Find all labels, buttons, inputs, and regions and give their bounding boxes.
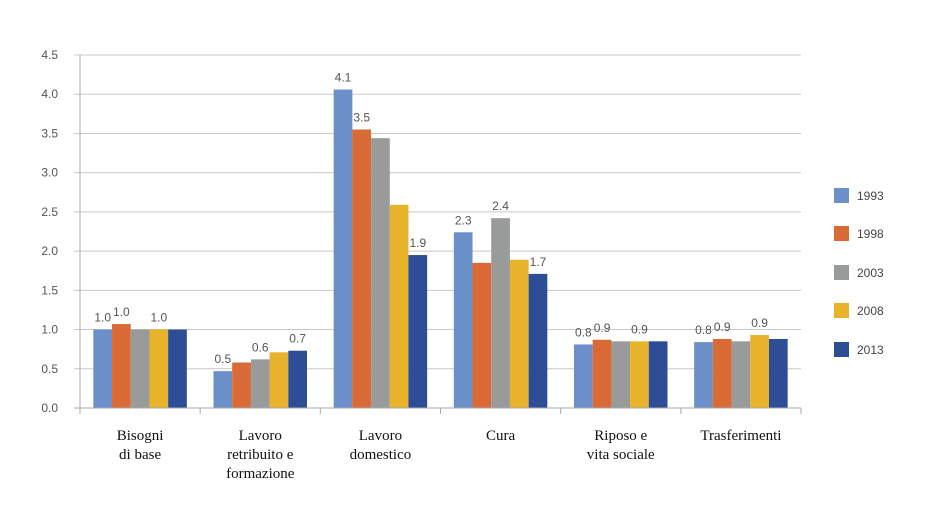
bar-2013: [648, 341, 668, 408]
data-labels: 1.0 1.0 1.00.50.60.74.13.51.92.32.41.70.8 0…: [94, 71, 768, 367]
category-label-line: Trasferimenti: [700, 428, 781, 444]
bar-1998: [352, 129, 372, 408]
category-label-line: domestico: [350, 447, 412, 463]
legend-swatch: [834, 226, 849, 241]
bar-1998: [112, 324, 131, 408]
category-label-line: di base: [119, 447, 161, 463]
bar-2008: [389, 204, 409, 408]
y-tick-label: 0.0: [41, 401, 58, 415]
bar-2003: [250, 359, 270, 408]
legend-item: 2003: [834, 265, 884, 280]
category-label: Bisogni di base: [117, 428, 164, 463]
data-label: 1.0: [150, 311, 167, 325]
category-label: Cura: [486, 428, 516, 444]
bar-1993: [333, 89, 353, 408]
y-tick-label: 0.5: [41, 362, 58, 376]
data-label: 1.9: [409, 236, 426, 250]
gridlines: [74, 54, 801, 370]
data-label: 1.0: [113, 305, 130, 319]
data-label: 0.9: [714, 320, 731, 334]
data-label: 0.8: [695, 323, 712, 337]
bar-2013: [528, 273, 548, 408]
data-label: 0.8: [575, 325, 592, 339]
category-label: Trasferimenti: [700, 428, 781, 444]
bar-1993: [694, 342, 713, 408]
bar-2003: [491, 218, 510, 408]
axes: [74, 55, 802, 414]
category-label-line: Lavoro: [359, 428, 402, 444]
y-tick-label: 1.5: [41, 283, 58, 297]
bars: [93, 89, 788, 408]
legend-swatch: [834, 188, 849, 203]
y-tick-label: 3.0: [41, 166, 58, 180]
bar-2008: [269, 352, 289, 408]
category-label-line: Cura: [486, 428, 516, 444]
data-label: 4.1: [335, 71, 352, 85]
category-label-line: vita sociale: [587, 447, 655, 463]
legend-swatch: [834, 265, 849, 280]
bar-1998: [592, 339, 612, 408]
legend-label: 2008: [857, 304, 884, 318]
bar-2003: [130, 329, 150, 408]
bar-1998: [712, 338, 732, 408]
data-label: 3.5: [353, 111, 370, 125]
legend-item: 2008: [834, 303, 884, 318]
y-axis-ticks: 0.0 0.5 1.0 1.5 2.0 2.5 3.0 3.5 4.0 4.5: [41, 48, 58, 415]
legend: 1993 1998 2003 2008 2013: [834, 188, 884, 357]
data-label: 0.7: [289, 332, 306, 346]
data-label: 2.4: [492, 199, 509, 213]
bar-1998: [472, 262, 492, 408]
legend-item: 1998: [834, 226, 884, 241]
legend-swatch: [834, 342, 849, 357]
legend-item: 1993: [834, 188, 884, 203]
bar-2008: [630, 341, 649, 408]
category-label: Lavoro retribuito e formazione: [226, 428, 295, 482]
legend-swatch: [834, 303, 849, 318]
bar-1993: [453, 232, 473, 408]
data-label: 0.9: [751, 316, 768, 330]
bar-1993: [574, 344, 593, 408]
bar-1993: [93, 329, 113, 408]
data-label: 0.9: [594, 321, 611, 335]
bar-2008: [750, 335, 769, 408]
legend-item: 2013: [834, 342, 884, 357]
bar-1998: [232, 362, 251, 408]
bar-2003: [371, 138, 390, 408]
legend-label: 1993: [857, 189, 884, 203]
bar-2013: [768, 338, 788, 408]
x-axis-categories: Bisogni di base Lavoro retribuito e formazio…: [117, 428, 782, 482]
bar-2008: [149, 329, 169, 408]
category-label-line: Bisogni: [117, 428, 164, 444]
category-label-line: Riposo e: [594, 428, 647, 444]
category-label-line: Lavoro: [239, 428, 282, 444]
data-label: 0.9: [631, 322, 648, 336]
category-label-line: formazione: [226, 466, 295, 482]
category-label-line: retribuito e: [227, 447, 294, 463]
category-label: Lavoro domestico: [350, 428, 412, 463]
bar-2013: [288, 350, 307, 408]
data-label: 2.3: [455, 213, 472, 227]
bar-1993: [213, 371, 233, 408]
y-tick-label: 2.0: [41, 244, 58, 258]
data-label: 0.5: [215, 352, 232, 366]
data-label: 1.7: [530, 255, 547, 269]
data-label: 1.0: [94, 311, 111, 325]
legend-label: 1998: [857, 227, 884, 241]
y-tick-label: 1.0: [41, 323, 58, 337]
bar-2003: [611, 341, 631, 408]
legend-label: 2003: [857, 266, 884, 280]
bar-2003: [731, 341, 751, 408]
y-tick-label: 4.0: [41, 87, 58, 101]
bar-2013: [408, 255, 428, 408]
data-label: 0.6: [252, 340, 269, 354]
y-tick-label: 3.5: [41, 126, 58, 140]
y-tick-label: 4.5: [41, 48, 58, 62]
bar-2008: [509, 259, 529, 408]
bar-2013: [168, 329, 187, 408]
legend-label: 2013: [857, 343, 884, 357]
y-tick-label: 2.5: [41, 205, 58, 219]
category-label: Riposo e vita sociale: [587, 428, 655, 463]
